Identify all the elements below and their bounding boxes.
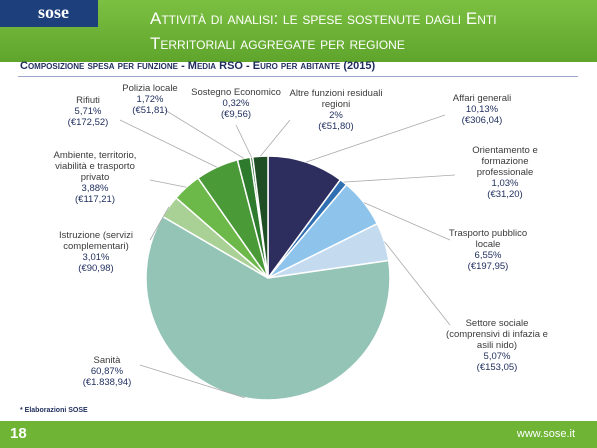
leader-line <box>119 119 218 168</box>
slice-value: 5,71% <box>74 106 102 117</box>
slice-amount: (€51,80) <box>318 121 354 132</box>
slice-name: Settore sociale (comprensivi di infazia … <box>446 318 548 351</box>
footer-url: www.sose.it <box>516 428 575 440</box>
leader-line <box>235 124 252 158</box>
slice-amount: (€90,98) <box>78 263 114 274</box>
slice-amount: (€197,95) <box>467 261 509 272</box>
slice-label: Rifiuti 5,71% (€172,52) <box>53 95 123 128</box>
slice-name: Altre funzioni residuali regioni <box>289 88 383 110</box>
slice-value: 60,87% <box>90 366 124 377</box>
chart-title: Composizione spesa per funzione - Media … <box>20 60 376 72</box>
slice-name: Sostegno Economico <box>191 87 281 98</box>
leader-line <box>149 206 170 241</box>
slice-name: Sanità <box>93 355 121 366</box>
leader-line <box>260 119 291 157</box>
slice-name: Affari generali <box>452 93 512 104</box>
slice-value: 2% <box>329 110 343 121</box>
slice-label: Sanità 60,87% (€1.838,94) <box>67 355 147 388</box>
slice-amount: (€31,20) <box>487 189 523 200</box>
slice-name: Polizia locale <box>122 83 178 94</box>
leader-line <box>384 241 451 326</box>
slice-label: Orientamento e formazione professionale 1… <box>455 145 555 200</box>
slice-name: Istruzione (servizi complementari) <box>59 230 133 252</box>
slice-amount: (€1.838,94) <box>82 377 132 388</box>
slice-label: Ambiente, territorio, viabilità e traspo… <box>40 150 150 205</box>
slice-amount: (€9,56) <box>220 109 252 120</box>
slice-label: Settore sociale (comprensivi di infazia … <box>442 318 552 373</box>
leader-line <box>363 202 451 241</box>
pie-slice <box>267 155 342 281</box>
slice-amount: (€117,21) <box>75 194 115 205</box>
slice-amount: (€51,81) <box>132 105 168 116</box>
slice-value: 6,55% <box>474 250 502 261</box>
leader-line <box>139 364 245 399</box>
slice-name: Ambiente, territorio, viabilità e traspo… <box>53 150 137 183</box>
slice-label: Sostegno Economico 0,32% (€9,56) <box>181 87 291 120</box>
slice-value: 1,72% <box>136 94 164 105</box>
leader-line <box>305 114 446 163</box>
slice-amount: (€306,04) <box>461 115 503 126</box>
slice-label: Istruzione (servizi complementari) 3,01%(… <box>41 230 151 274</box>
slice-label: Affari generali 10,13% (€306,04) <box>432 93 532 126</box>
slice-name: Trasporto pubblico locale <box>448 228 528 250</box>
slice-value: 3,01% <box>82 252 110 263</box>
footer: 18 www.sose.it <box>0 421 597 448</box>
slice-label: Trasporto pubblico locale 6,55% (€197,95) <box>438 228 538 272</box>
slice-value: 10,13% <box>465 104 499 115</box>
slice-name: Orientamento e formazione professionale <box>472 145 538 178</box>
title-rule <box>18 76 578 77</box>
slice-value: 0,32% <box>222 98 250 109</box>
logo: sose <box>0 0 98 27</box>
slice-value: 1,03% <box>491 178 519 189</box>
slice-name: Rifiuti <box>76 95 100 106</box>
page-number: 18 <box>10 425 27 442</box>
slice-label: Polizia locale 1,72% (€51,81) <box>110 83 190 116</box>
slice-amount: (€172,52) <box>67 117 109 128</box>
header-bar <box>0 0 597 62</box>
slice-amount: (€153,05) <box>476 362 518 373</box>
leader-line <box>149 179 187 188</box>
slice-label: Altre funzioni residuali regioni 2% (€51,8… <box>286 88 386 132</box>
note: * Elaborazioni SOSE <box>20 407 88 414</box>
leader-line <box>343 174 456 183</box>
slice-value: 5,07% <box>483 351 511 362</box>
slice-value: 3,88% <box>81 183 109 194</box>
leader-line <box>164 109 245 159</box>
slide-title: Attività di analisi: le spese sostenute … <box>150 9 497 53</box>
